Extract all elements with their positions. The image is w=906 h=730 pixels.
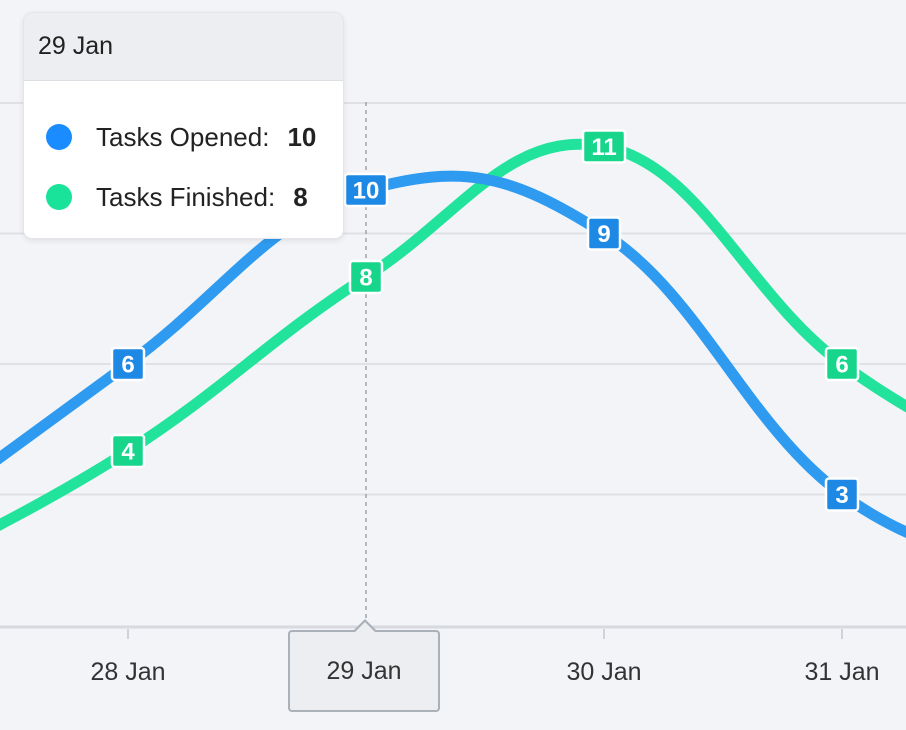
data-label-box [824, 477, 860, 512]
data-label: 4 [110, 433, 146, 469]
tooltip: 29 Jan Tasks Opened: 10 Tasks Finished: … [23, 12, 344, 239]
data-label-text: 6 [121, 352, 134, 379]
tooltip-row-tasks-finished: Tasks Finished: 8 [46, 177, 308, 217]
x-tick-label: 30 Jan [566, 658, 641, 686]
data-label-text: 6 [835, 352, 848, 379]
tooltip-title: 29 Jan [24, 13, 343, 81]
x-tick-label: 31 Jan [804, 658, 879, 686]
tooltip-row-value: 10 [287, 121, 317, 152]
data-label: 8 [348, 259, 384, 295]
data-label: 9 [586, 216, 622, 251]
data-label-box [110, 346, 146, 382]
data-label-box [581, 129, 627, 164]
data-label-box [824, 346, 860, 382]
tooltip-row-value: 8 [293, 181, 308, 212]
data-label-box [586, 216, 622, 251]
data-label: 10 [343, 172, 389, 208]
data-label: 6 [824, 346, 860, 382]
series-marker-icon [46, 184, 72, 210]
data-label-box [343, 172, 389, 208]
x-tick-label: 28 Jan [90, 658, 165, 686]
data-label-text: 8 [359, 265, 372, 292]
data-label-box [110, 433, 146, 469]
x-tooltip-arrow-inner [355, 622, 375, 632]
data-label-text: 9 [597, 221, 610, 248]
series-line-tasks-opened [0, 170, 906, 539]
data-label: 3 [824, 477, 860, 512]
tooltip-row-label: Tasks Opened: [96, 121, 270, 152]
data-label-text: 11 [591, 134, 616, 161]
data-label-text: 4 [121, 439, 135, 466]
tooltip-row-label: Tasks Finished: [96, 181, 276, 212]
tooltip-row-tasks-opened: Tasks Opened: 10 [46, 117, 316, 157]
data-label: 6 [110, 346, 146, 382]
data-label-text: 3 [835, 482, 848, 509]
series-marker-icon [46, 124, 72, 150]
data-label-text: 10 [353, 178, 380, 205]
data-label: 11 [581, 129, 627, 164]
data-label-box [348, 259, 384, 295]
x-axis-tooltip: 29 Jan [288, 630, 440, 712]
